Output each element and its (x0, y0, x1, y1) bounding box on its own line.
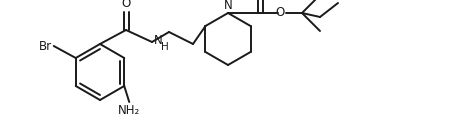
Text: N: N (154, 34, 163, 47)
Text: NH₂: NH₂ (118, 104, 140, 117)
Text: O: O (275, 6, 285, 19)
Text: O: O (121, 0, 131, 10)
Text: Br: Br (39, 39, 52, 52)
Text: H: H (161, 42, 169, 52)
Text: N: N (224, 0, 233, 12)
